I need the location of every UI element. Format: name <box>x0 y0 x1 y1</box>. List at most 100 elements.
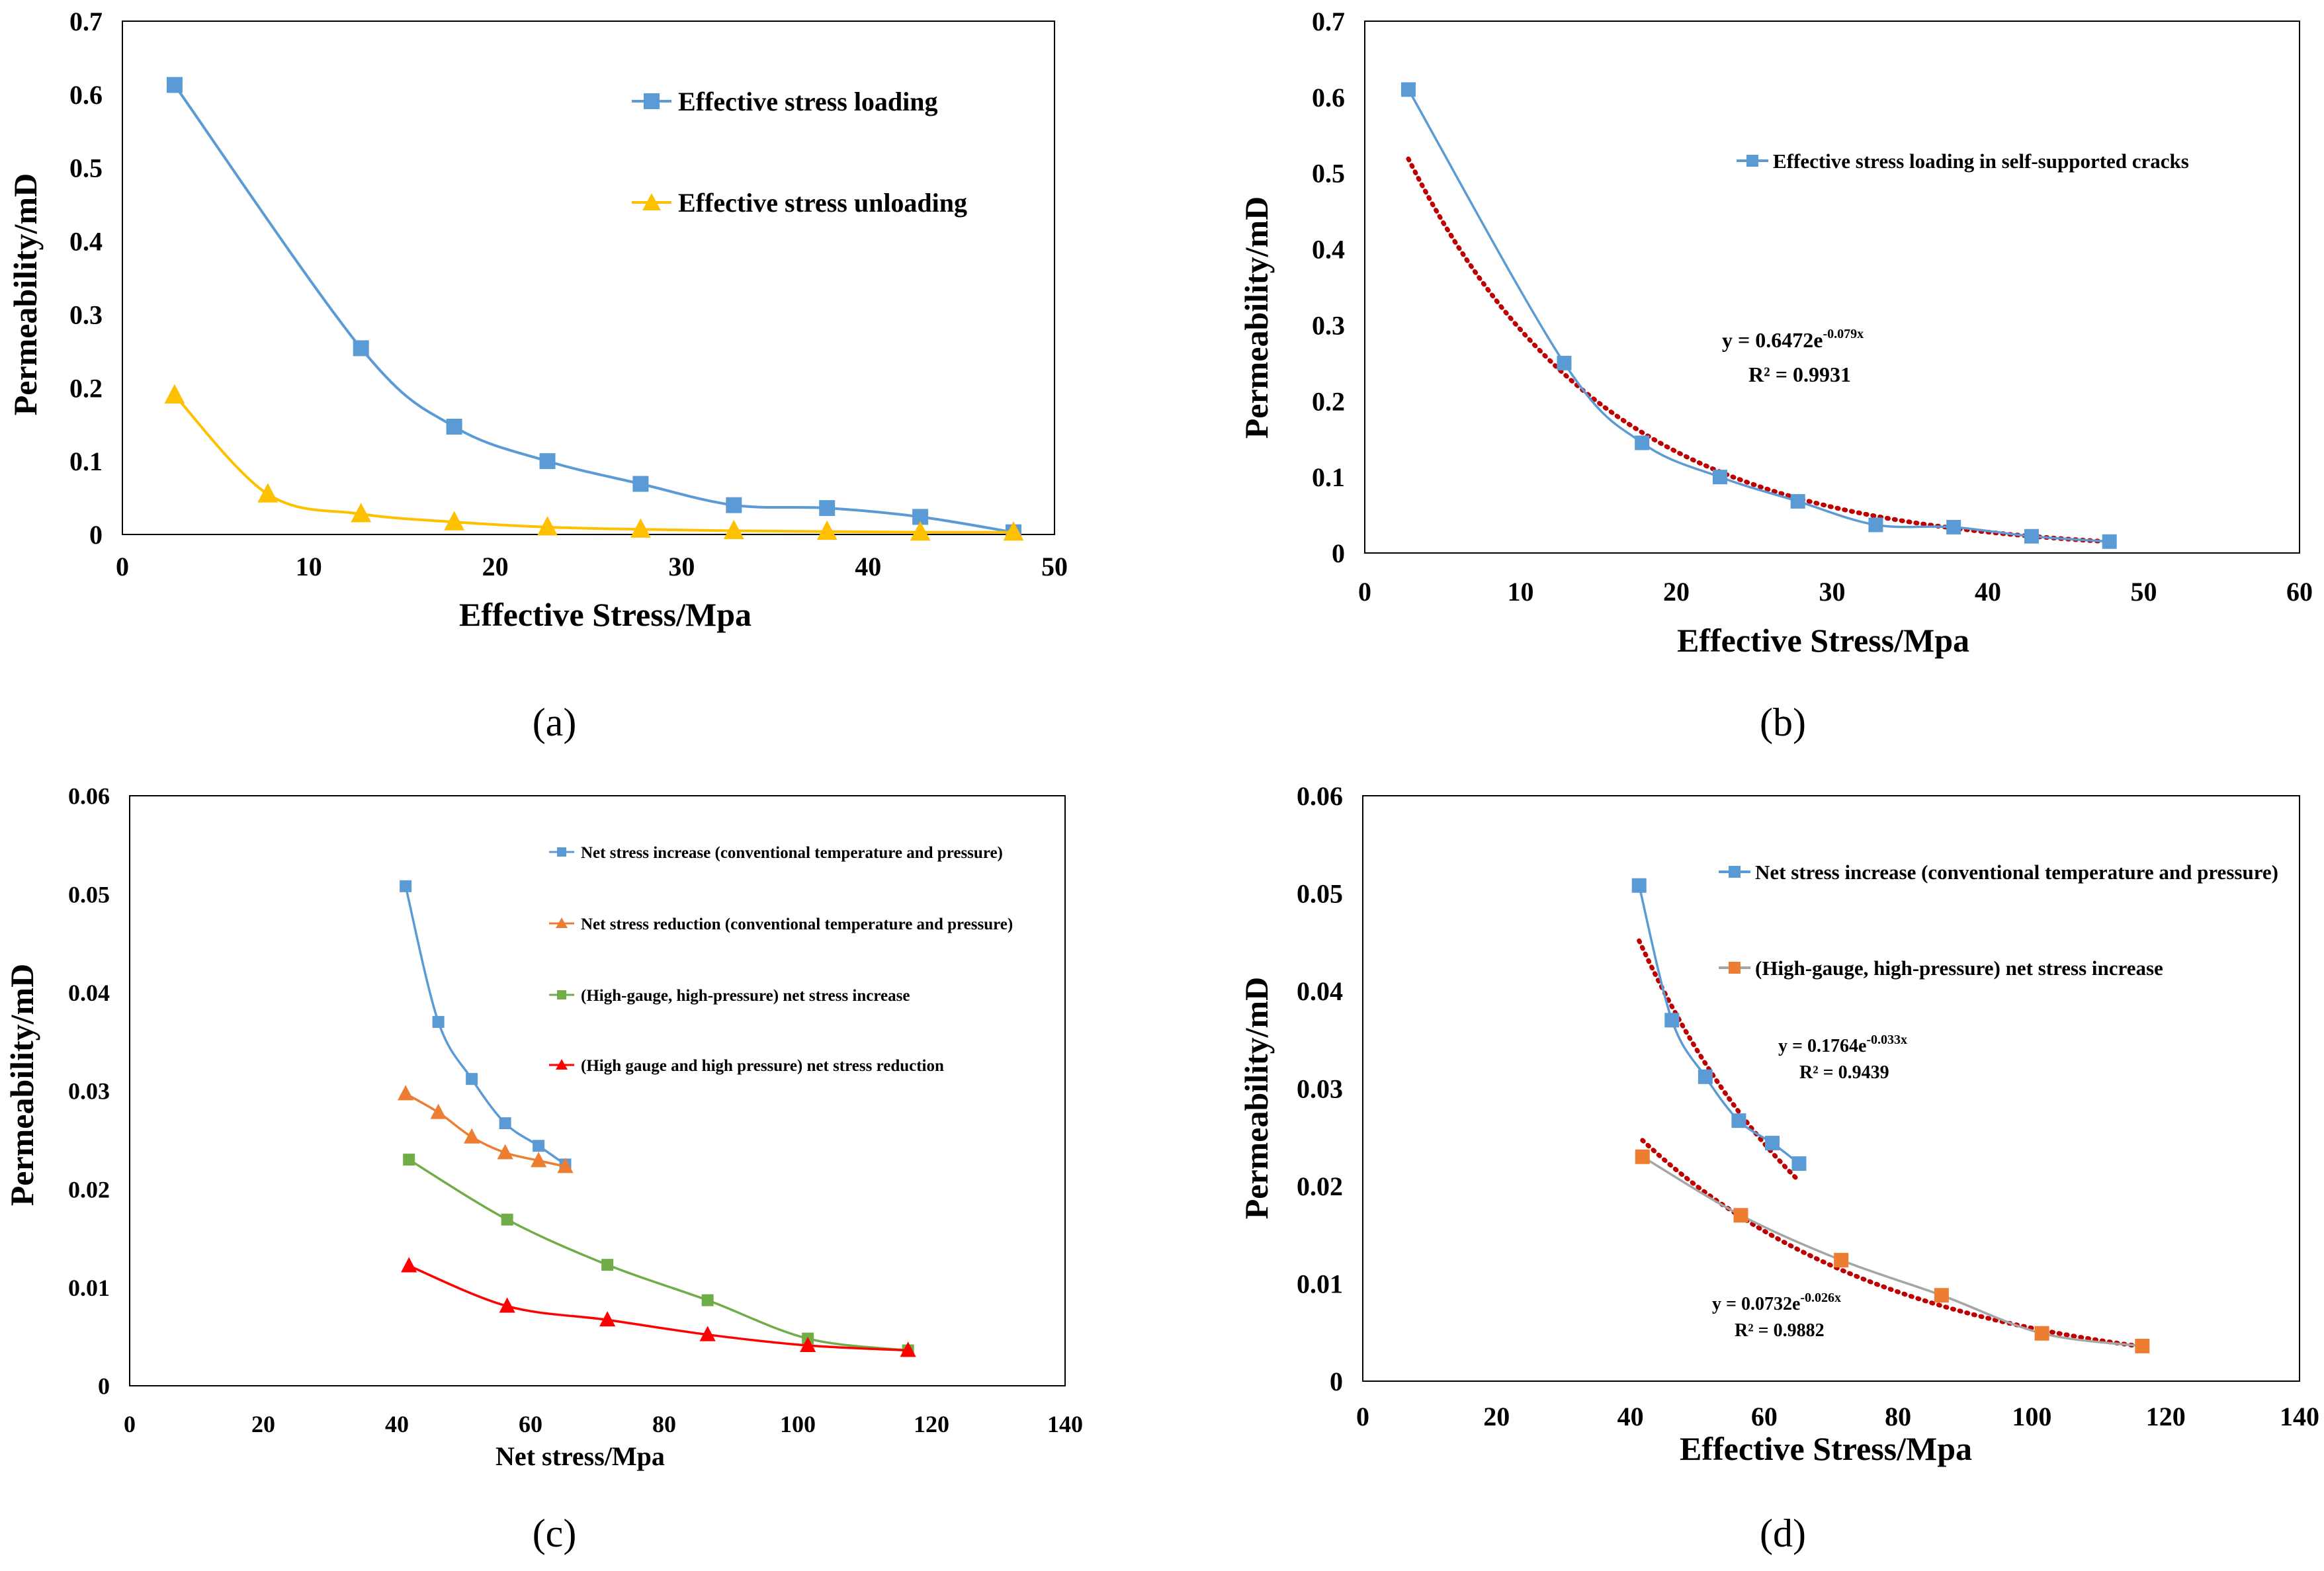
panel-c-series-0-point <box>499 1117 511 1130</box>
panel-d-series-1-point <box>1934 1288 1949 1303</box>
panel-d-series-0-point <box>1698 1069 1713 1084</box>
panel-c-y-tick: 0.04 <box>68 980 110 1006</box>
panel-a-series-1-point <box>257 483 279 503</box>
panel-a-marks <box>164 77 1024 541</box>
panel-d-y-tick: 0.03 <box>1297 1074 1343 1104</box>
panel-a-series-0-point <box>353 340 369 357</box>
panel-c-series-3-point <box>599 1311 616 1327</box>
panel-b-equation-text: y = 0.6472e-0.079x <box>1722 327 1864 352</box>
panel-c-sub-label: (c) <box>533 1511 577 1555</box>
panel-d-x-axis-label: Effective Stress/Mpa <box>1680 1430 1972 1467</box>
panel-c-y-tick: 0 <box>98 1373 110 1400</box>
panel-c-x-tick: 120 <box>914 1411 949 1437</box>
legend-c-3-label: (High gauge and high pressure) net stres… <box>581 1057 944 1075</box>
panel-d-x-tick: 140 <box>2280 1402 2319 1431</box>
panel-a-x-tick: 50 <box>1041 552 1068 581</box>
panel-b-legend: Effective stress loading in self-support… <box>1737 149 2189 173</box>
panel-c-series-1-point <box>497 1144 513 1160</box>
panel-b-y-tick: 0 <box>1332 538 1345 568</box>
panel-c-series-1-point <box>430 1103 447 1119</box>
panel-c-x-axis-label: Net stress/Mpa <box>495 1441 665 1471</box>
panel-a-series-1-point <box>351 503 372 523</box>
legend-b-0-marker <box>1746 155 1758 167</box>
panel-b-sub-label: (b) <box>1760 701 1806 744</box>
panel-a-y-tick: 0.6 <box>69 80 103 110</box>
panel-b-series-0-point <box>1400 82 1416 97</box>
panel-d-y-axis-label: Permeability/mD <box>1238 977 1275 1220</box>
panel-c-x-tick: 100 <box>780 1411 816 1437</box>
panel-a-y-tick: 0 <box>89 520 103 550</box>
panel-a-frame <box>122 21 1055 535</box>
panel-d-x-tick: 20 <box>1483 1402 1510 1431</box>
panel-a-ticks: 0 10 20 30 40 50 0 0.1 0.2 0.3 0.4 0.5 0.6 0.7 <box>69 7 1068 581</box>
legend-d-1-marker <box>1729 962 1741 974</box>
legend-d-0-marker <box>1729 866 1741 878</box>
panel-d-equation-2-text: y = 0.0732e-0.026x <box>1712 1291 1841 1314</box>
panel-b-trend <box>1406 156 2112 544</box>
panel-b-y-tick: 0.4 <box>1312 235 1345 265</box>
panel-c-x-tick: 40 <box>385 1411 409 1437</box>
panel-b-x-tick: 40 <box>1975 577 2001 607</box>
panel-c-series-0-point <box>466 1073 478 1085</box>
panel-a-series-1-point <box>910 521 931 541</box>
panel-a-series-1-line <box>173 394 1014 534</box>
panel-d-frame <box>1362 795 2300 1382</box>
panel-b-series-0-point <box>1790 493 1805 509</box>
panel-c-series-1-point <box>557 1158 574 1173</box>
panel-b-r2-text: R² = 0.9931 <box>1748 362 1851 386</box>
panel-b-frame <box>1364 21 2300 554</box>
panel-b-x-tick: 10 <box>1508 577 1534 607</box>
panel-a-series-0-point <box>819 500 836 517</box>
panel-a-series-1-point <box>444 511 465 531</box>
legend-a-0-marker <box>644 93 660 109</box>
panel-d-sub-label: (d) <box>1760 1511 1806 1555</box>
panel-a-series-0-point <box>726 497 742 513</box>
panel-c-series-0-point <box>400 880 412 892</box>
panel-d-x-tick: 80 <box>1885 1402 1911 1431</box>
legend-d-0-label: Net stress increase (conventional temper… <box>1755 861 2278 884</box>
panel-d-equation-1: y = 0.1764e-0.033x R² = 0.9439 <box>1778 1033 1907 1083</box>
panel-c-series-3-point <box>900 1341 916 1357</box>
panel-b-y-tick: 0.7 <box>1312 7 1345 36</box>
panel-c-series-2-point <box>501 1213 513 1226</box>
panel-d-series-0-point <box>1791 1156 1807 1171</box>
legend-c-1-marker <box>556 917 568 928</box>
panel-c-series-2-point <box>601 1259 614 1271</box>
panel-b-series-0-point <box>1635 435 1650 450</box>
panel-d-series-1-point <box>1733 1208 1748 1223</box>
panel-c-series-1-point <box>464 1128 480 1144</box>
panel-b-series-0-point <box>1712 470 1727 485</box>
panel-c-y-tick: 0.02 <box>68 1176 110 1203</box>
panel-b-x-tick: 20 <box>1663 577 1690 607</box>
legend-d-1-label: (High-gauge, high-pressure) net stress i… <box>1755 956 2163 980</box>
panel-a-x-tick: 30 <box>668 552 695 581</box>
panel-b-series-0-point <box>1868 517 1883 532</box>
legend-a-1-marker <box>642 193 661 210</box>
panel-b-series-0-point <box>2024 529 2039 544</box>
panel-b-x-tick: 0 <box>1358 577 1371 607</box>
panel-b-x-tick: 50 <box>2131 577 2157 607</box>
panel-c-y-tick: 0.05 <box>68 881 110 908</box>
panel-d-legend: Net stress increase (conventional temper… <box>1719 861 2278 980</box>
panel-b-x-tick: 30 <box>1819 577 1846 607</box>
panel-c-x-tick: 0 <box>124 1411 136 1437</box>
panel-a-y-tick: 0.5 <box>69 153 103 183</box>
panel-c-series-3-point <box>800 1336 816 1352</box>
panel-c-ticks: 0 20 40 60 80 100 120 140 0 0.01 0.02 0.03 0.04 0.05 0… <box>68 783 1083 1437</box>
panel-c: 0 20 40 60 80 100 120 140 0 0.01 0.02 0.03 0.04 0.05 0… <box>3 783 1083 1555</box>
panel-d-y-tick: 0.01 <box>1297 1269 1343 1299</box>
legend-c-2-marker <box>557 990 566 999</box>
panel-d-r2-1-text: R² = 0.9439 <box>1799 1062 1889 1083</box>
panel-c-series-3-line <box>408 1265 908 1352</box>
panel-a: 0 10 20 30 40 50 0 0.1 0.2 0.3 0.4 0.5 0.6 0.7 Effect… <box>7 7 1068 744</box>
panel-d-trendline <box>1640 1138 2145 1349</box>
panel-a-y-tick: 0.2 <box>69 373 103 403</box>
panel-c-x-tick: 60 <box>519 1411 542 1437</box>
panel-b-series-0-point <box>1557 355 1572 370</box>
panel-d-y-tick: 0 <box>1330 1367 1343 1396</box>
panel-d-equation-2: y = 0.0732e-0.026x R² = 0.9882 <box>1712 1291 1841 1341</box>
panel-b: 0 10 20 30 40 50 60 0 0.1 0.2 0.3 0.4 0.5 0.6 0.7 Effe… <box>1238 7 2313 744</box>
panel-a-x-axis-label: Effective Stress/Mpa <box>459 596 752 633</box>
panel-a-series-0-point <box>446 419 462 435</box>
